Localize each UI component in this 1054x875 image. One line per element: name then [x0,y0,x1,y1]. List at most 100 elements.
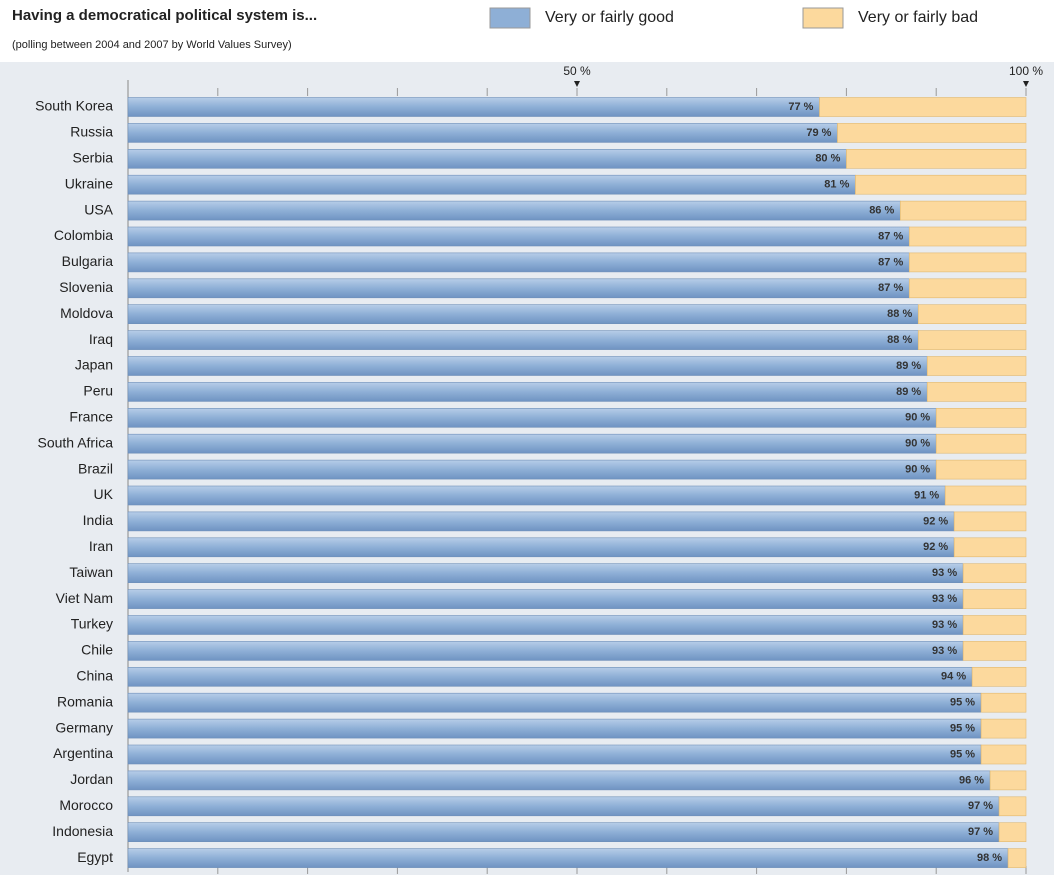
data-label: 88 % [887,334,912,346]
category-label: Argentina [53,745,113,761]
data-label: 90 % [905,438,930,450]
data-label: 89 % [896,386,921,398]
bar-segment [127,770,991,791]
bar-segment [935,459,1027,480]
bar-segment [127,718,982,739]
bar-segment [127,433,937,454]
category-label: Russia [70,124,113,140]
bar-segment [127,537,955,558]
bar-segment [127,226,910,247]
bar-segment [908,252,1027,273]
bar-segment [980,744,1027,765]
data-label: 98 % [977,852,1002,864]
x-tick-label: 100 % [1009,64,1043,78]
bar-segment [917,304,1027,325]
chart-subtitle: (polling between 2004 and 2007 by World … [12,39,292,51]
bar-segment [127,252,910,273]
bar-segment [998,796,1027,817]
bar-segment [980,718,1027,739]
bar-segment [127,615,964,635]
category-label: Serbia [73,150,114,166]
category-label: UK [94,486,114,502]
bar-segment [127,97,820,117]
bar-segment [926,382,1027,402]
bar-segment [926,356,1027,376]
bar-segment [962,589,1027,609]
category-label: Morocco [59,797,113,813]
bar-segment [935,433,1027,454]
bar-segment [953,537,1027,558]
category-label: Turkey [71,616,113,632]
bar-segment [980,692,1027,713]
bar-segment [127,200,901,221]
data-label: 95 % [950,697,975,709]
bar-segment [127,149,847,169]
category-label: Bulgaria [62,253,114,269]
category-label: Ukraine [65,175,113,191]
bar-segment [819,97,1027,117]
bar-segment [127,563,964,584]
category-label: Chile [81,642,113,658]
bar-segment [127,822,1000,843]
category-label: France [69,409,113,425]
data-label: 96 % [959,774,984,786]
data-label: 89 % [896,360,921,372]
chart-title: Having a democratical political system i… [12,7,317,24]
tick-arrow [1023,81,1029,87]
data-label: 94 % [941,671,966,683]
bar-segment [127,848,1009,868]
data-label: 90 % [905,412,930,424]
category-label: Colombia [54,227,113,243]
bar-segment [127,589,964,609]
category-label: Iraq [89,331,113,347]
category-label: Brazil [78,460,113,476]
tick-arrow [574,81,580,87]
bar-segment [127,278,910,299]
category-label: Indonesia [52,823,113,839]
bar-segment [127,304,919,325]
category-label: Germany [55,719,113,735]
data-label: 93 % [932,567,957,579]
data-label: 97 % [968,800,993,812]
bar-segment [127,174,856,195]
category-label: Japan [75,357,113,373]
legend-swatch [802,7,844,29]
bar-segment [837,123,1027,143]
category-label: USA [84,201,113,217]
data-label: 81 % [824,179,849,191]
bar-segment [935,407,1027,428]
bar-segment [971,666,1027,687]
bar-segment [127,382,928,402]
bar-segment [944,485,1027,506]
data-label: 91 % [914,489,939,501]
category-label: South Korea [35,98,113,114]
category-label: India [83,512,114,528]
bar-segment [127,330,919,350]
legend-swatch [489,7,531,29]
bar-segment [127,796,1000,817]
bar-segment [962,641,1027,661]
bar-segment [127,356,928,376]
category-label: Jordan [70,771,113,787]
category-label: Slovenia [59,279,113,295]
legend-label: Very or fairly bad [858,9,978,26]
data-label: 92 % [923,541,948,553]
category-label: South Africa [38,434,114,450]
category-label: Egypt [77,849,113,865]
bar-segment [127,407,937,428]
data-label: 93 % [932,645,957,657]
data-label: 93 % [932,593,957,605]
category-label: Viet Nam [56,590,113,606]
bar-segment [998,822,1027,843]
data-label: 93 % [932,619,957,631]
data-label: 86 % [869,205,894,217]
data-label: 95 % [950,748,975,760]
bar-segment [127,666,973,687]
bar-segment [127,511,955,532]
data-label: 79 % [806,127,831,139]
data-label: 95 % [950,723,975,735]
data-label: 87 % [878,230,903,242]
bar-segment [908,278,1027,299]
category-label: Peru [83,383,113,399]
category-label: Iran [89,538,113,554]
